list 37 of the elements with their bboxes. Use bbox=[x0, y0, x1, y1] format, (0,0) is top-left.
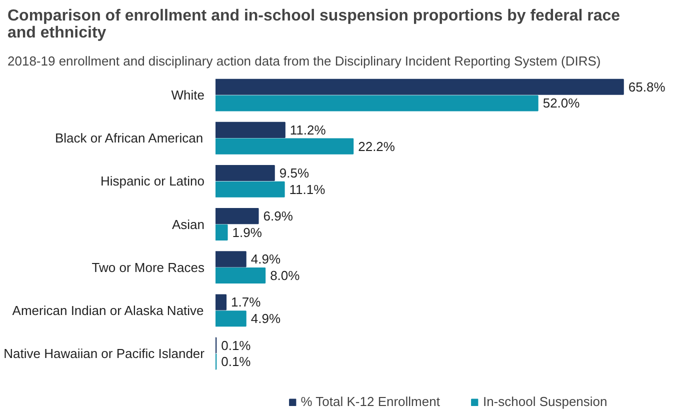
y-tick-label: Hispanic or Latino bbox=[100, 174, 205, 189]
data-label: 65.8% bbox=[628, 79, 666, 94]
y-tick-label: White bbox=[171, 88, 205, 103]
bar bbox=[216, 294, 227, 310]
data-label: 8.0% bbox=[270, 268, 300, 284]
bar bbox=[216, 208, 259, 224]
bar bbox=[216, 95, 538, 112]
data-label: 1.7% bbox=[231, 294, 262, 310]
legend-label: In-school Suspension bbox=[482, 394, 608, 409]
bar bbox=[216, 181, 285, 198]
data-label: 11.1% bbox=[289, 182, 326, 197]
bar bbox=[216, 122, 286, 138]
bar bbox=[216, 78, 624, 95]
data-label: 11.2% bbox=[290, 122, 326, 138]
bar bbox=[216, 138, 354, 154]
y-tick-label: Two or More Races bbox=[92, 260, 205, 275]
legend-label: % Total K-12 Enrollment bbox=[300, 394, 440, 409]
bar bbox=[216, 164, 275, 182]
bar bbox=[216, 251, 246, 268]
data-label: 52.0% bbox=[542, 96, 580, 111]
data-label: 9.5% bbox=[279, 166, 310, 181]
y-tick-label: Native Hawaiian or Pacific Islander bbox=[4, 346, 206, 361]
data-label: 6.9% bbox=[263, 208, 294, 224]
y-tick-label: American Indian or Alaska Native bbox=[12, 302, 204, 318]
y-tick-label: Asian bbox=[172, 216, 205, 232]
y-tick-label: Black or African American bbox=[54, 130, 204, 146]
data-label: 22.2% bbox=[358, 138, 396, 154]
chart-title: Comparison of enrollment and in-school suspension proportions by federal race and ethnicity bbox=[8, 8, 620, 42]
bar bbox=[216, 310, 246, 327]
bar bbox=[216, 224, 228, 240]
data-label: 0.1% bbox=[221, 354, 252, 370]
data-label: 4.9% bbox=[250, 252, 281, 267]
data-label: 4.9% bbox=[250, 311, 281, 326]
data-label: 0.1% bbox=[221, 338, 252, 353]
data-label: 1.9% bbox=[232, 224, 262, 240]
bar bbox=[216, 268, 266, 284]
chart-subtitle: 2018-19 enrollment and disciplinary action data from the Disciplinary Incident Reporting System (DIRS) bbox=[8, 54, 601, 68]
